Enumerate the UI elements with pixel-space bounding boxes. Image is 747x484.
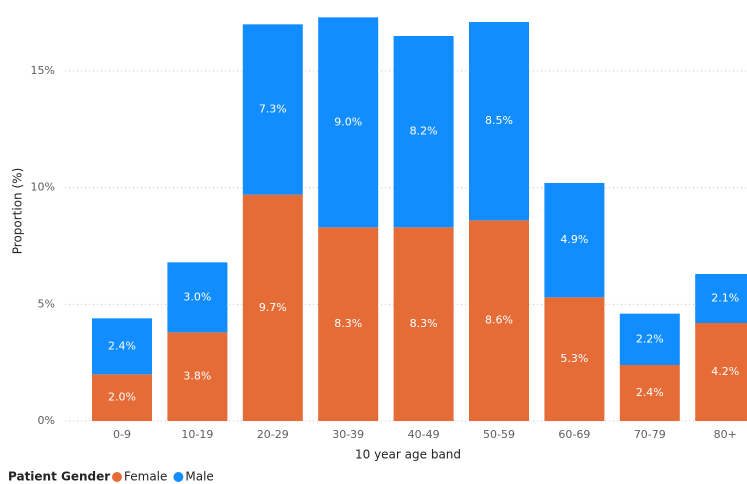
x-tick-label: 30-39 [332, 428, 364, 441]
bar-segment [167, 332, 228, 421]
bar-segment [318, 227, 379, 421]
bar-segment [469, 220, 529, 421]
value-label: 3.0% [183, 290, 211, 303]
value-label: 5.3% [560, 352, 588, 365]
x-tick-label: 70-79 [634, 428, 666, 441]
y-axis-title: Proportion (%) [11, 168, 25, 255]
value-label: 8.3% [410, 317, 438, 330]
value-label: 8.2% [410, 125, 438, 138]
x-tick-label: 0-9 [113, 428, 131, 441]
bar-segment [393, 36, 454, 228]
value-label: 2.4% [636, 386, 664, 399]
bar-segment [92, 318, 152, 375]
value-label: 9.7% [259, 301, 287, 314]
value-label: 2.2% [636, 332, 664, 345]
legend-label: Female [124, 470, 167, 484]
y-tick-label: 5% [38, 297, 55, 310]
x-tick-label: 40-49 [408, 428, 440, 441]
legend-label: Male [185, 470, 213, 484]
x-axis-title: 10 year age band [355, 448, 461, 462]
x-tick-label: 20-29 [257, 428, 289, 441]
value-label: 4.9% [560, 233, 588, 246]
bar-segment [544, 297, 605, 421]
bar-segment [242, 24, 303, 195]
value-label: 9.0% [334, 115, 362, 128]
bar-segment [92, 374, 152, 421]
bar-segment [619, 365, 680, 421]
bar-segment [619, 313, 680, 365]
x-tick-label: 50-59 [483, 428, 515, 441]
y-tick-label: 10% [31, 181, 55, 194]
value-label: 3.8% [183, 370, 211, 383]
x-tick-label: 10-19 [181, 428, 213, 441]
x-tick-label: 60-69 [558, 428, 590, 441]
bar-segment [469, 22, 529, 221]
bar-segment [242, 194, 303, 421]
value-label: 7.3% [259, 103, 287, 116]
value-label: 8.3% [334, 317, 362, 330]
value-label: 4.2% [711, 365, 739, 378]
value-label: 2.4% [108, 339, 136, 352]
y-tick-label: 0% [38, 414, 55, 427]
bar-segment [695, 274, 747, 323]
value-label: 8.5% [485, 114, 513, 127]
value-label: 8.6% [485, 314, 513, 327]
legend-title: Patient Gender [8, 470, 110, 484]
bar-segment [393, 227, 454, 421]
legend-marker [112, 472, 122, 482]
bar-segment [167, 262, 228, 333]
value-label: 2.0% [108, 391, 136, 404]
legend-marker [173, 472, 184, 482]
bar-segment [544, 183, 605, 298]
y-tick-label: 15% [31, 64, 55, 77]
value-label: 2.1% [711, 292, 739, 305]
bar-segment [695, 323, 747, 421]
bar-segment [318, 17, 379, 228]
x-tick-label: 80+ [714, 428, 737, 441]
